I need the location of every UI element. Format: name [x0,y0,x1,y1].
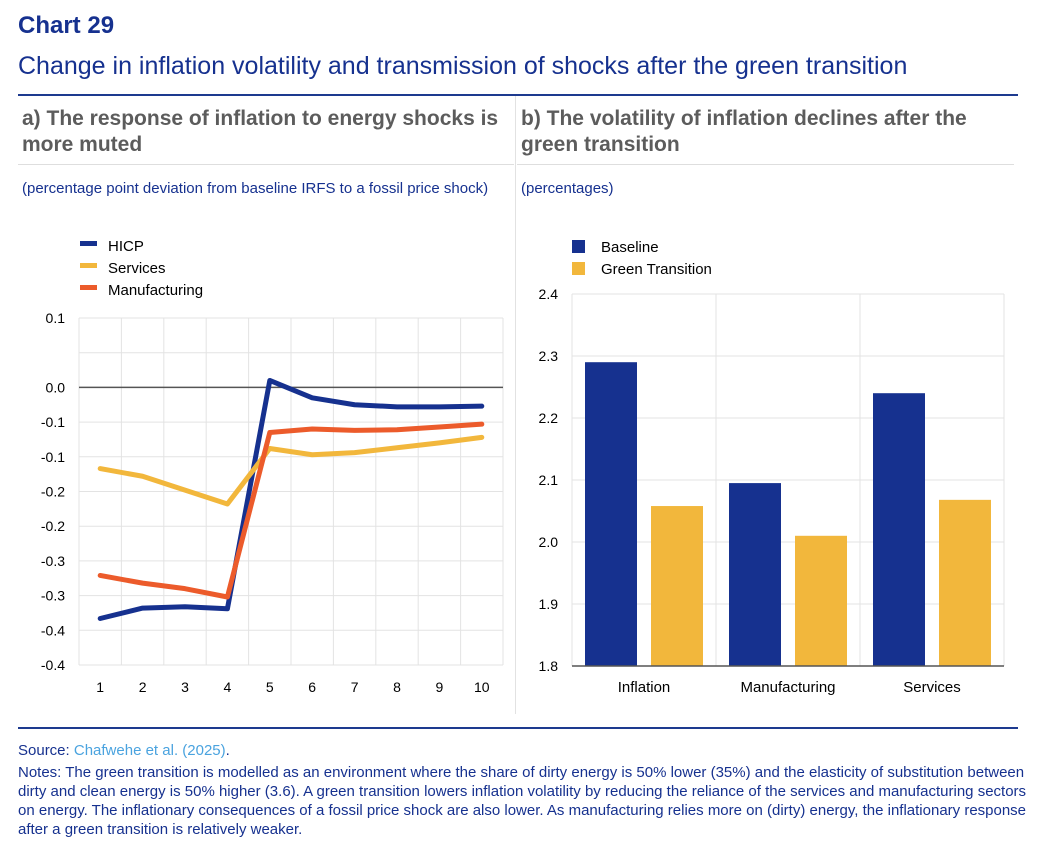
x-category-label: Inflation [618,679,671,696]
legend-swatch-manufacturing [80,285,97,290]
bar-baseline [729,483,781,666]
y-tick-label: 0.0 [46,379,66,395]
top-divider [18,94,1018,96]
y-tick-label: -0.1 [41,414,65,430]
legend-label: Services [108,260,166,277]
x-tick-label: 8 [393,679,401,695]
y-tick-label: 2.3 [539,348,559,364]
chart-number: Chart 29 [18,12,115,39]
x-tick-label: 4 [224,679,232,695]
panel-a-subtitle: (percentage point deviation from baselin… [22,180,489,197]
y-tick-label: -0.4 [41,657,65,673]
legend-label: Baseline [601,239,659,256]
x-tick-label: 10 [474,679,490,695]
legend-label: HICP [108,238,144,255]
x-category-label: Manufacturing [740,679,835,696]
line-chart-a: 0.1 0.0 -0.1 -0.1 -0.2 -0.2 -0.3 -0.3 -0.4 -0.4 1 2… [41,238,504,695]
y-tick-label: -0.2 [41,518,65,534]
bottom-divider [18,727,1018,729]
legend-swatch-hicp [80,241,97,246]
y-tick-label: -0.3 [41,553,65,569]
notes: Notes: The green transition is modelled … [18,764,1027,838]
x-tick-label: 1 [96,679,104,695]
source-label: Source: [18,742,74,759]
source-end: . [225,742,230,759]
panel-a-rule [18,164,514,165]
series-line-hicp [97,377,485,622]
y-tick-label: 2.0 [539,534,559,550]
x-tick-label: 7 [351,679,359,695]
x-tick-label: 2 [139,679,147,695]
bar-green-transition [939,499,991,666]
bar-chart-b: 2.4 2.3 2.2 2.1 2.0 1.9 1.8 Inflation Manufactur… [539,239,1005,696]
panel-a-title: a) The response of inflation to energy s… [22,107,499,156]
legend-swatch-baseline [572,240,585,253]
bar-baseline [873,393,925,666]
x-tick-label: 3 [181,679,189,695]
y-tick-label: 2.1 [539,472,559,488]
source-link[interactable]: Chafwehe et al. (2025) [73,742,226,759]
series-line-services [97,434,485,507]
y-tick-label: 1.9 [539,596,559,612]
panel-b-subtitle: (percentages) [521,180,614,197]
bar-green-transition [795,535,847,666]
x-tick-label: 6 [308,679,316,695]
panel-b-rule [517,164,1014,165]
y-tick-label: 2.4 [539,286,559,302]
panel-b-title: b) The volatility of inflation declines … [521,107,967,156]
legend-swatch-services [80,263,97,268]
bar-baseline [585,362,637,666]
y-tick-label: -0.1 [41,449,65,465]
panel-divider [515,96,516,714]
y-tick-label: -0.4 [41,622,65,638]
y-tick-label: 0.1 [46,310,66,326]
y-tick-label: 1.8 [539,658,559,674]
bar-green-transition [651,506,703,666]
source-line: Source: Chafwehe et al. (2025). [18,741,230,760]
y-tick-label: -0.2 [41,484,65,500]
legend-label: Green Transition [601,261,712,278]
legend-label: Manufacturing [108,282,203,299]
legend-swatch-green-transition [572,262,585,275]
series-line-manufacturing [97,421,485,600]
y-tick-label: -0.3 [41,588,65,604]
x-tick-label: 5 [266,679,274,695]
y-tick-label: 2.2 [539,410,559,426]
x-category-label: Services [903,679,961,696]
chart-title: Change in inflation volatility and trans… [18,52,908,80]
x-tick-label: 9 [436,679,444,695]
